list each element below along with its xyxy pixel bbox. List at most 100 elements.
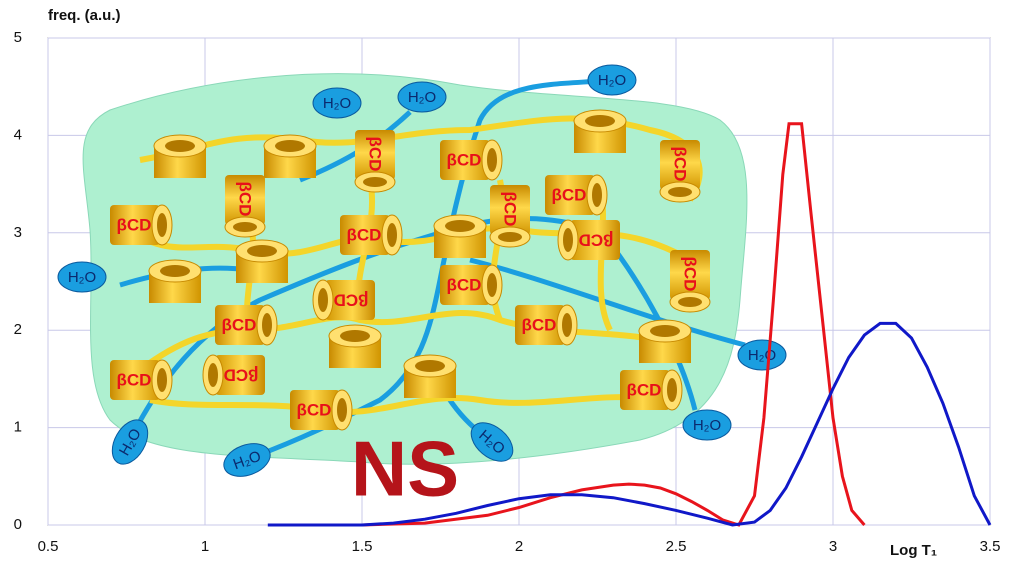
- cd-label: βCD: [501, 192, 520, 227]
- cyclodextrin: βCD: [110, 360, 172, 400]
- cyclodextrin-ring: [404, 355, 456, 398]
- water: H₂O: [398, 82, 446, 112]
- cd-label: βCD: [366, 137, 385, 172]
- cyclodextrin: βCD: [340, 215, 402, 255]
- cd-label: βCD: [671, 147, 690, 182]
- cd-label: βCD: [552, 185, 587, 204]
- cd-label: βCD: [522, 315, 557, 334]
- cyclodextrin: βCD: [515, 305, 577, 345]
- cd-label: βCD: [447, 150, 482, 169]
- cyclodextrin: βCD: [440, 265, 502, 305]
- ring-hole: [445, 220, 475, 232]
- cd-hole: [487, 148, 497, 172]
- nanosponge-label: NS: [351, 425, 459, 513]
- ring-hole: [415, 360, 445, 372]
- cd-hole: [208, 363, 218, 387]
- cd-label: βCD: [236, 182, 255, 217]
- water-label: H₂O: [748, 347, 776, 364]
- cd-hole: [678, 297, 702, 307]
- cd-hole: [157, 368, 167, 392]
- cd-hole: [363, 177, 387, 187]
- cyclodextrin: βCD: [355, 130, 395, 192]
- x-tick-label: 0.5: [38, 538, 59, 555]
- cyclodextrin-ring: [154, 135, 206, 178]
- x-tick-label: 1.5: [352, 538, 373, 555]
- cd-hole: [498, 232, 522, 242]
- cyclodextrin-ring: [149, 260, 201, 303]
- y-tick-label: 4: [14, 126, 22, 143]
- x-tick-label: 3.5: [980, 538, 1001, 555]
- cd-label: βCD: [627, 380, 662, 399]
- cyclodextrin: βCD: [620, 370, 682, 410]
- cd-hole: [562, 313, 572, 337]
- x-tick-label: 2.5: [666, 538, 687, 555]
- cd-hole: [667, 378, 677, 402]
- ring-hole: [160, 265, 190, 277]
- cd-hole: [337, 398, 347, 422]
- x-tick-label: 2: [515, 538, 523, 555]
- cd-label: βCD: [222, 315, 257, 334]
- cd-hole: [262, 313, 272, 337]
- ring-hole: [165, 140, 195, 152]
- water: H₂O: [738, 340, 786, 370]
- cd-hole: [563, 228, 573, 252]
- cd-label: βCD: [579, 231, 614, 250]
- cyclodextrin: βCD: [558, 220, 620, 260]
- cyclodextrin: βCD: [110, 205, 172, 245]
- cyclodextrin-ring: [639, 320, 691, 363]
- cyclodextrin: βCD: [313, 280, 375, 320]
- cd-hole: [668, 187, 692, 197]
- cyclodextrin: βCD: [490, 185, 530, 247]
- chart: βCD βCD βCD βCD βCD βCD βCD βCD βCD βCD βCD βCD βCD β…: [0, 0, 1011, 575]
- cyclodextrin-ring: [329, 325, 381, 368]
- ring-hole: [247, 245, 277, 257]
- cd-hole: [592, 183, 602, 207]
- water-label: H₂O: [68, 269, 96, 286]
- cd-label: βCD: [681, 257, 700, 292]
- water-label: H₂O: [693, 417, 721, 434]
- cd-hole: [233, 222, 257, 232]
- cd-hole: [487, 273, 497, 297]
- y-tick-label: 0: [14, 516, 22, 533]
- y-tick-label: 5: [14, 29, 22, 46]
- water: H₂O: [313, 88, 361, 118]
- y-tick-label: 3: [14, 224, 22, 241]
- cyclodextrin-ring: [574, 110, 626, 153]
- y-axis-label: freq. (a.u.): [48, 7, 121, 24]
- x-axis-label: Log T₁: [890, 542, 937, 559]
- y-tick-label: 2: [14, 321, 22, 338]
- cyclodextrin: βCD: [215, 305, 277, 345]
- cd-label: βCD: [117, 370, 152, 389]
- cyclodextrin-ring: [264, 135, 316, 178]
- cyclodextrin: βCD: [225, 175, 265, 237]
- cd-label: βCD: [117, 215, 152, 234]
- y-tick-label: 1: [14, 419, 22, 436]
- cd-label: βCD: [347, 225, 382, 244]
- water: H₂O: [588, 65, 636, 95]
- cyclodextrin: βCD: [290, 390, 352, 430]
- x-tick-label: 3: [829, 538, 837, 555]
- cyclodextrin: βCD: [660, 140, 700, 202]
- water: H₂O: [683, 410, 731, 440]
- water-label: H₂O: [323, 95, 351, 112]
- cd-hole: [157, 213, 167, 237]
- ring-hole: [585, 115, 615, 127]
- cd-label: βCD: [224, 366, 259, 385]
- ring-hole: [275, 140, 305, 152]
- cd-label: βCD: [447, 275, 482, 294]
- water-label: H₂O: [408, 89, 436, 106]
- ring-hole: [650, 325, 680, 337]
- ring-hole: [340, 330, 370, 342]
- cd-label: βCD: [297, 400, 332, 419]
- cyclodextrin: βCD: [203, 355, 265, 395]
- x-tick-label: 1: [201, 538, 209, 555]
- cyclodextrin-ring: [236, 240, 288, 283]
- water: H₂O: [58, 262, 106, 292]
- cd-hole: [387, 223, 397, 247]
- cd-label: βCD: [334, 291, 369, 310]
- cyclodextrin: βCD: [440, 140, 502, 180]
- cd-hole: [318, 288, 328, 312]
- cyclodextrin-ring: [434, 215, 486, 258]
- cyclodextrin: βCD: [545, 175, 607, 215]
- water-label: H₂O: [598, 72, 626, 89]
